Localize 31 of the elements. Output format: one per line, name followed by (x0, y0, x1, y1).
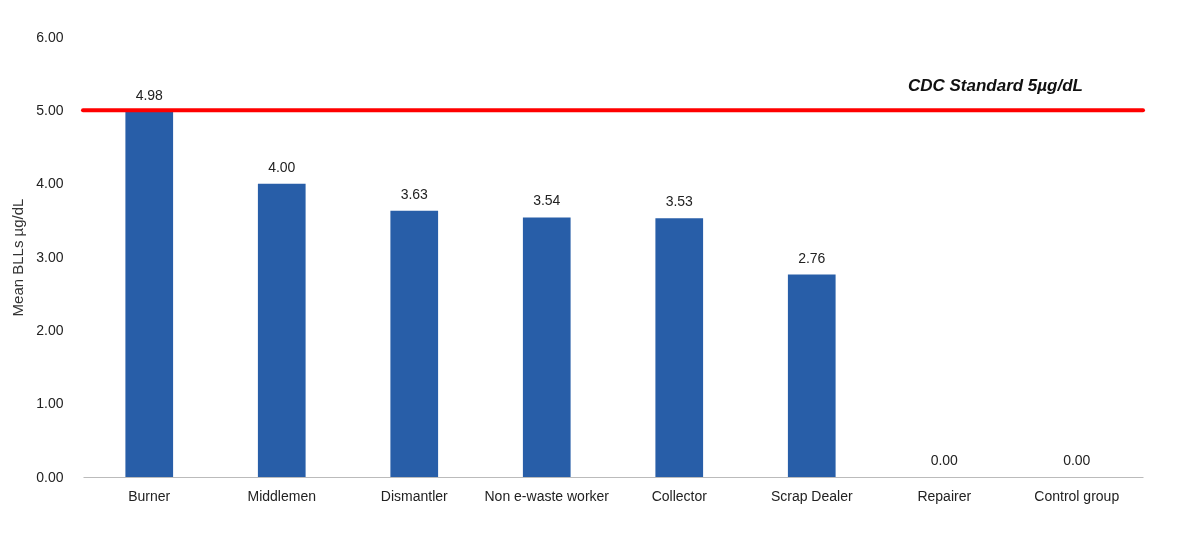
bar (522, 217, 571, 477)
x-tick-label: Non e-waste worker (484, 487, 610, 504)
data-label: 0.00 (930, 452, 959, 468)
y-tick-label: 4.00 (36, 175, 64, 192)
y-tick-label: 0.00 (36, 468, 64, 485)
data-label: 3.63 (400, 185, 429, 202)
y-axis-title: Mean BLLs µg/dL (9, 198, 27, 317)
x-tick-label: Middlemen (247, 487, 316, 504)
ref-line-label: CDC Standard 5µg/dL (907, 76, 1083, 96)
bar (390, 210, 439, 477)
bar (257, 183, 306, 477)
data-label: 2.76 (798, 249, 826, 266)
data-label: 4.00 (268, 158, 296, 175)
bar (125, 111, 174, 477)
x-tick-label: Dismantler (380, 487, 449, 504)
x-tick-label: Repairer (917, 487, 972, 504)
x-tick-label: Control group (1034, 487, 1120, 504)
data-label: 3.53 (665, 193, 694, 210)
y-tick-label: 2.00 (36, 321, 64, 338)
x-tick-label: Burner (128, 487, 171, 504)
y-tick-label: 1.00 (36, 395, 64, 412)
y-tick-label: 3.00 (36, 248, 64, 265)
x-tick-label: Scrap Dealer (770, 487, 853, 504)
y-tick-label: 5.00 (36, 101, 64, 118)
y-tick-label: 6.00 (36, 28, 64, 45)
data-label: 3.54 (533, 192, 561, 209)
data-label: 4.98 (135, 86, 164, 103)
bar (655, 218, 704, 477)
bar (787, 274, 836, 477)
x-tick-label: Collector (651, 487, 708, 504)
data-label: 0.00 (1063, 452, 1091, 468)
